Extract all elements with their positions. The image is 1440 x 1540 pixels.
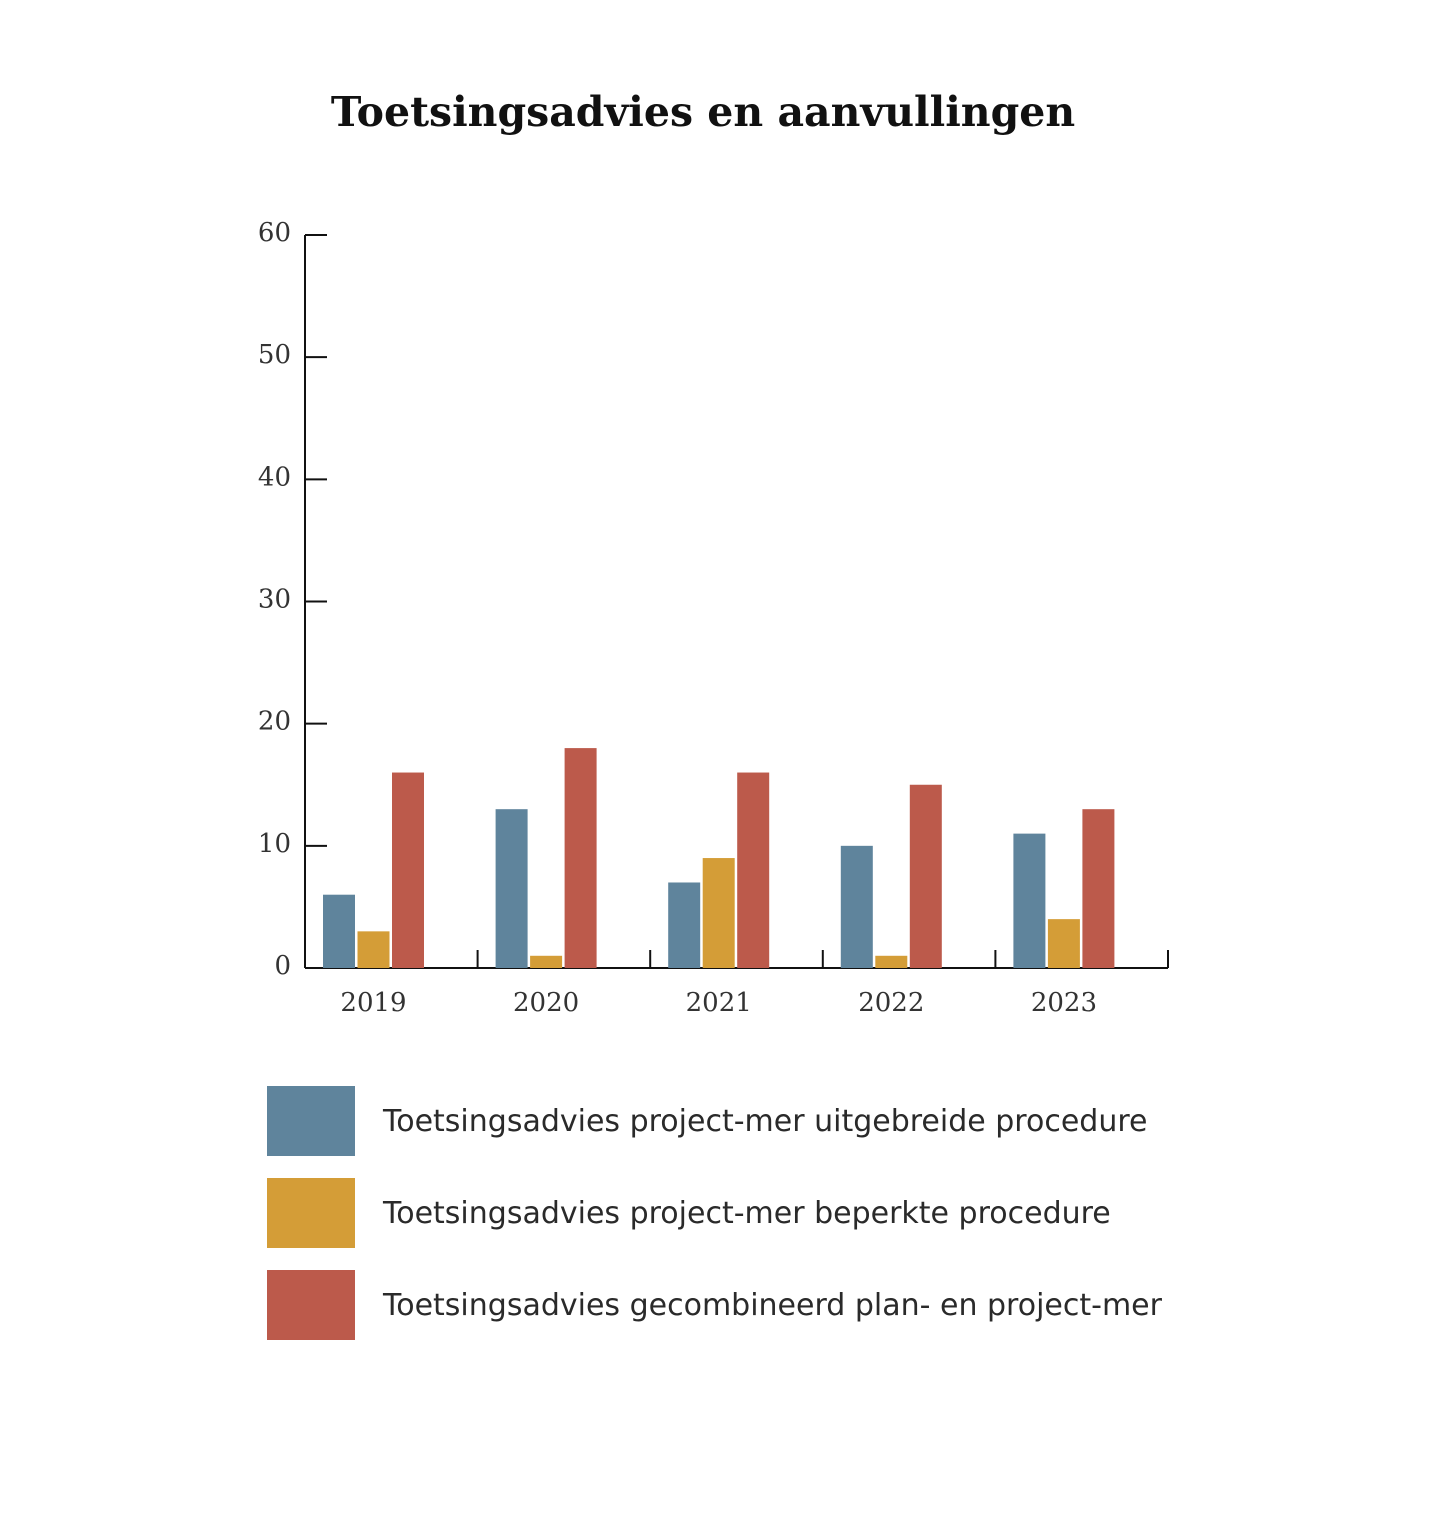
bar-2021-series-3: [737, 772, 770, 968]
bar-2022-series-2: [875, 955, 908, 968]
legend-item-uitgebreide: Toetsingsadvies project-mer uitgebreide …: [267, 1086, 1162, 1156]
x-tick-label: 2023: [1031, 988, 1097, 1018]
bar-2022-series-1: [840, 845, 873, 968]
bar-2019-series-3: [392, 772, 424, 968]
legend-swatch-uitgebreide: [267, 1086, 355, 1156]
legend-swatch-beperkte: [267, 1178, 355, 1248]
legend-swatch-gecombineerd: [267, 1270, 355, 1340]
legend-label-beperkte: Toetsingsadvies project-mer beperkte pro…: [383, 1195, 1111, 1231]
y-tick-label: 20: [258, 707, 291, 737]
x-axis: 2019 2020 2021 2022 2023: [305, 950, 1169, 1018]
bar-2020-series-1: [495, 809, 528, 968]
x-tick-label: 2020: [513, 988, 579, 1018]
bar-2023-series-3: [1082, 809, 1115, 968]
bar-2023-series-2: [1047, 919, 1080, 968]
y-tick-label: 60: [258, 218, 291, 248]
bar-2023-series-1: [1013, 833, 1046, 968]
y-tick-label: 50: [258, 340, 291, 370]
chart-title: Toetsingsadvies en aanvullingen: [330, 88, 1076, 136]
x-tick-label: 2019: [340, 988, 406, 1018]
y-tick-label: 0: [274, 951, 291, 981]
bar-2021-series-1: [668, 882, 701, 968]
bar-2019-series-1: [323, 894, 355, 968]
y-tick-label: 30: [258, 585, 291, 615]
bar-2019-series-2: [357, 931, 390, 968]
legend-label-gecombineerd: Toetsingsadvies gecombineerd plan- en pr…: [383, 1287, 1162, 1323]
bars: [323, 748, 1115, 968]
y-tick-label: 40: [258, 462, 291, 492]
legend-item-beperkte: Toetsingsadvies project-mer beperkte pro…: [267, 1178, 1162, 1248]
bar-chart: 0 10 20 30 40 50 60 2019 2020 2021 2022 2023: [258, 218, 1169, 1018]
y-axis: 0 10 20 30 40 50 60: [258, 218, 327, 981]
bar-2020-series-3: [564, 748, 597, 968]
bar-2022-series-3: [909, 784, 942, 968]
y-tick-label: 10: [258, 829, 291, 859]
x-tick-label: 2021: [686, 988, 752, 1018]
bar-2020-series-2: [530, 955, 563, 968]
legend-label-uitgebreide: Toetsingsadvies project-mer uitgebreide …: [383, 1103, 1148, 1139]
bar-2021-series-2: [702, 858, 735, 968]
legend: Toetsingsadvies project-mer uitgebreide …: [267, 1086, 1162, 1362]
legend-item-gecombineerd: Toetsingsadvies gecombineerd plan- en pr…: [267, 1270, 1162, 1340]
x-tick-label: 2022: [858, 988, 924, 1018]
